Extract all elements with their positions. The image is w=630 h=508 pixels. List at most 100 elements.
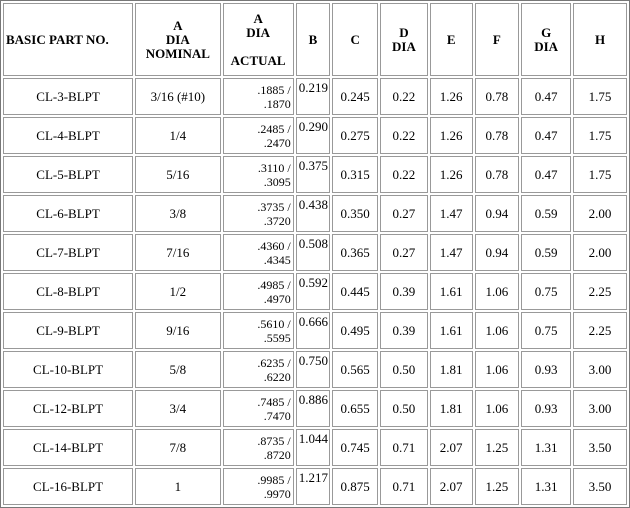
table-cell: .4360 /.4345 [222, 234, 294, 271]
cell-line: ACTUAL [230, 52, 286, 68]
table-row: CL-5-BLPT 5/16.3110 /.3095 0.375 0.315 0.22 1… [3, 156, 627, 193]
table-cell: .8735 /.8720 [222, 429, 294, 466]
table-cell: 0.666 [295, 312, 331, 349]
table-row: CL-4-BLPT 1/4.2485 /.2470 0.290 0.275 0.22 1.… [3, 117, 627, 154]
table-cell: 0.875 [332, 468, 379, 505]
table-cell: CL-12-BLPT [3, 390, 134, 427]
table-cell: 1.75 [573, 78, 627, 115]
header-cell: F [474, 3, 520, 76]
table-cell: 0.750 [295, 351, 331, 388]
table-cell: 1.06 [474, 390, 520, 427]
table-cell: 1.06 [474, 351, 520, 388]
table-cell: 0.39 [380, 312, 428, 349]
table-cell: 1.044 [295, 429, 331, 466]
table-cell: 1.75 [573, 156, 627, 193]
cell-line: .2470 [263, 135, 291, 150]
cell-line: A [253, 10, 263, 26]
table-cell: 0.438 [295, 195, 331, 232]
table-cell: 0.219 [295, 78, 331, 115]
cell-line: .1885 / [257, 82, 291, 97]
table-cell: 1.31 [521, 468, 572, 505]
table-cell: 0.592 [295, 273, 331, 310]
table-cell: 1.06 [474, 312, 520, 349]
cell-line: .4970 [263, 291, 291, 306]
cell-line: F [492, 31, 501, 47]
table-cell: 5/8 [135, 351, 221, 388]
table-cell: 0.22 [380, 117, 428, 154]
table-cell: CL-5-BLPT [3, 156, 134, 193]
table-cell: 0.22 [380, 156, 428, 193]
table-cell: 0.275 [332, 117, 379, 154]
table-cell: 0.745 [332, 429, 379, 466]
table-cell: 0.71 [380, 429, 428, 466]
table-cell: CL-14-BLPT [3, 429, 134, 466]
header-cell: H [573, 3, 627, 76]
table-cell: .6235 /.6220 [222, 351, 294, 388]
table-cell: 1.26 [429, 117, 473, 154]
cell-line: C [350, 31, 360, 47]
table-row: CL-10-BLPT 5/8.6235 /.6220 0.750 0.565 0.50 1… [3, 351, 627, 388]
table-cell: 1.47 [429, 234, 473, 271]
table-cell: 0.71 [380, 468, 428, 505]
table-cell: 0.78 [474, 78, 520, 115]
table-cell: CL-3-BLPT [3, 78, 134, 115]
table-cell: .1885 /.1870 [222, 78, 294, 115]
table-cell: 9/16 [135, 312, 221, 349]
table-cell: 1.47 [429, 195, 473, 232]
table-cell: 0.93 [521, 351, 572, 388]
cell-line: .5610 / [257, 316, 291, 331]
table-cell: 0.59 [521, 234, 572, 271]
table-cell: 0.375 [295, 156, 331, 193]
table-cell: 1.61 [429, 273, 473, 310]
table-cell: 3.50 [573, 468, 627, 505]
cell-line: DIA [534, 38, 559, 54]
header-cell: A DIA NOMINAL [135, 3, 221, 76]
table-row: CL-9-BLPT 9/16.5610 /.5595 0.666 0.495 0.39 1… [3, 312, 627, 349]
table-cell: CL-10-BLPT [3, 351, 134, 388]
table-cell: 2.00 [573, 195, 627, 232]
table-cell: .4985 /.4970 [222, 273, 294, 310]
header-cell: B [295, 3, 331, 76]
table-row: CL-6-BLPT 3/8.3735 /.3720 0.438 0.350 0.27 1.… [3, 195, 627, 232]
table-cell: 0.365 [332, 234, 379, 271]
cell-line: B [308, 31, 318, 47]
table-cell: 3.50 [573, 429, 627, 466]
cell-line: .3110 / [257, 160, 291, 175]
table-cell: 0.78 [474, 156, 520, 193]
table-cell: 0.565 [332, 351, 379, 388]
table-cell: .3735 /.3720 [222, 195, 294, 232]
table-cell: CL-8-BLPT [3, 273, 134, 310]
table-cell: 0.495 [332, 312, 379, 349]
table-row: CL-12-BLPT 3/4.7485 /.7470 0.886 0.655 0.50 1… [3, 390, 627, 427]
table-cell: 0.47 [521, 78, 572, 115]
table-row: CL-14-BLPT 7/8.8735 /.8720 1.044 0.745 0.71 2… [3, 429, 627, 466]
header-row: BASIC PART NO. A DIA NOMINAL A DIA ACTUAL B C D DI… [3, 3, 627, 76]
table-row: CL-3-BLPT 3/16 (#10) .1885 /.1870 0.219 0.24… [3, 78, 627, 115]
table-cell: 0.47 [521, 156, 572, 193]
table-cell: 5/16 [135, 156, 221, 193]
table-cell: .7485 /.7470 [222, 390, 294, 427]
table-cell: 0.75 [521, 273, 572, 310]
cell-line: .9985 / [257, 472, 291, 487]
table-cell: 2.07 [429, 468, 473, 505]
table-cell: CL-16-BLPT [3, 468, 134, 505]
table-cell: 0.655 [332, 390, 379, 427]
table-cell: 0.350 [332, 195, 379, 232]
cell-line: .4345 [263, 252, 291, 267]
table-cell: CL-9-BLPT [3, 312, 134, 349]
table-cell: 0.27 [380, 195, 428, 232]
table-cell: 1.26 [429, 78, 473, 115]
table-cell: 0.75 [521, 312, 572, 349]
table-cell: 0.27 [380, 234, 428, 271]
cell-line: G [541, 24, 552, 40]
table-cell: 2.07 [429, 429, 473, 466]
table-cell: 0.315 [332, 156, 379, 193]
table-cell: 1.61 [429, 312, 473, 349]
cell-line: DIA [165, 31, 190, 47]
table-cell: 3.00 [573, 390, 627, 427]
cell-line: A [173, 17, 183, 33]
cell-line: .6235 / [257, 355, 291, 370]
cell-line: D [399, 24, 409, 40]
